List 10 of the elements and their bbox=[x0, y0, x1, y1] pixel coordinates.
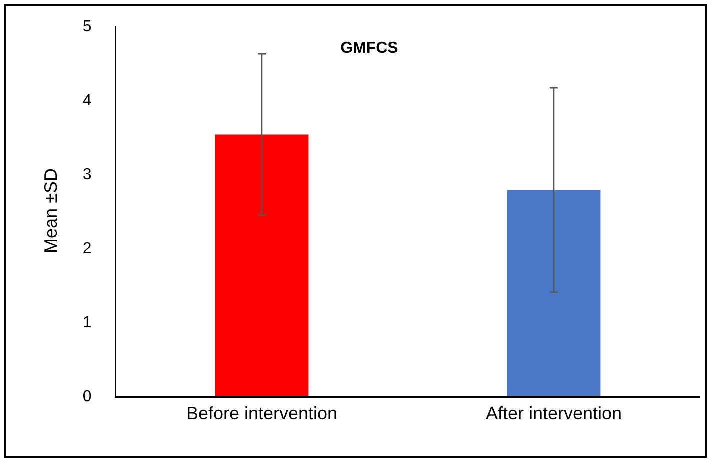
y-tick-label: 5 bbox=[82, 18, 92, 36]
x-tick-label: Before intervention bbox=[186, 404, 338, 424]
y-tick-label: 1 bbox=[82, 314, 92, 332]
x-tick-label: After intervention bbox=[486, 404, 622, 424]
y-tick-label: 4 bbox=[82, 92, 92, 110]
y-axis-title: Mean ±SD bbox=[41, 168, 62, 254]
text: GMFCS bbox=[340, 40, 399, 58]
y-tick-label: 2 bbox=[82, 240, 92, 258]
y-tick-label: 0 bbox=[82, 388, 92, 406]
y-tick-label: 3 bbox=[82, 166, 92, 184]
